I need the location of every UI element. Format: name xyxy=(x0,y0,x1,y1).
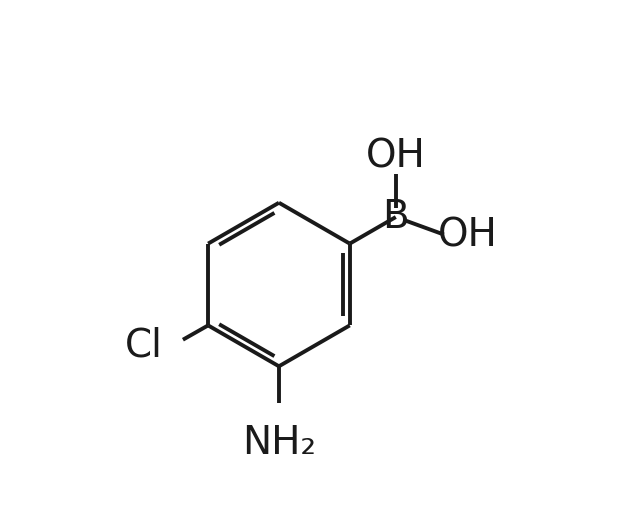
Text: NH₂: NH₂ xyxy=(242,424,316,461)
Text: OH: OH xyxy=(366,138,426,176)
Text: Cl: Cl xyxy=(125,327,163,365)
Text: OH: OH xyxy=(438,216,498,254)
Text: B: B xyxy=(383,198,409,236)
